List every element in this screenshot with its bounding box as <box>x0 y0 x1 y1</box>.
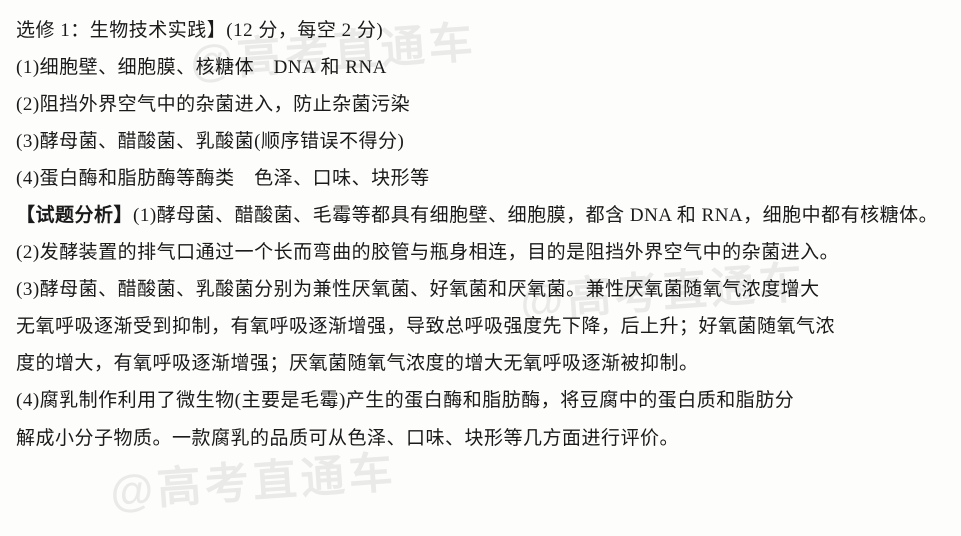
analysis-text-4b: 解成小分子物质。一款腐乳的品质可从色泽、口味、块形等几方面进行评价。 <box>16 420 945 457</box>
analysis-line: 【试题分析】(1)酵母菌、醋酸菌、毛霉等都具有细胞壁、细胞膜，都含 DNA 和 … <box>16 197 945 234</box>
answer-line-4: (4)蛋白酶和脂肪酶等酶类 色泽、口味、块形等 <box>16 160 945 197</box>
analysis-text-3c: 度的增大，有氧呼吸逐渐增强；厌氧菌随氧气浓度的增大无氧呼吸逐渐被抑制。 <box>16 345 945 382</box>
analysis-text-1a: (1)酵母菌、醋酸菌、毛霉等都具有细胞壁、细胞膜，都含 DNA 和 RNA，细胞… <box>133 205 938 226</box>
analysis-text-3a: (3)酵母菌、醋酸菌、乳酸菌分别为兼性厌氧菌、好氧菌和厌氧菌。兼性厌氧菌随氧气浓… <box>16 271 945 308</box>
answer-line-2: (2)阻挡外界空气中的杂菌进入，防止杂菌污染 <box>16 86 945 123</box>
answer-line-3: (3)酵母菌、醋酸菌、乳酸菌(顺序错误不得分) <box>16 123 945 160</box>
analysis-text-3b: 无氧呼吸逐渐受到抑制，有氧呼吸逐渐增强，导致总呼吸强度先下降，后上升；好氧菌随氧… <box>16 308 945 345</box>
section-header: 选修 1：生物技术实践】(12 分，每空 2 分) <box>16 12 945 49</box>
answer-line-1: (1)细胞壁、细胞膜、核糖体 DNA 和 RNA <box>16 49 945 86</box>
analysis-text-2: (2)发酵装置的排气口通过一个长而弯曲的胶管与瓶身相连，目的是阻挡外界空气中的杂… <box>16 234 945 271</box>
analysis-label: 【试题分析】 <box>16 205 133 226</box>
analysis-text-4a: (4)腐乳制作利用了微生物(主要是毛霉)产生的蛋白酶和脂肪酶，将豆腐中的蛋白质和… <box>16 382 945 419</box>
